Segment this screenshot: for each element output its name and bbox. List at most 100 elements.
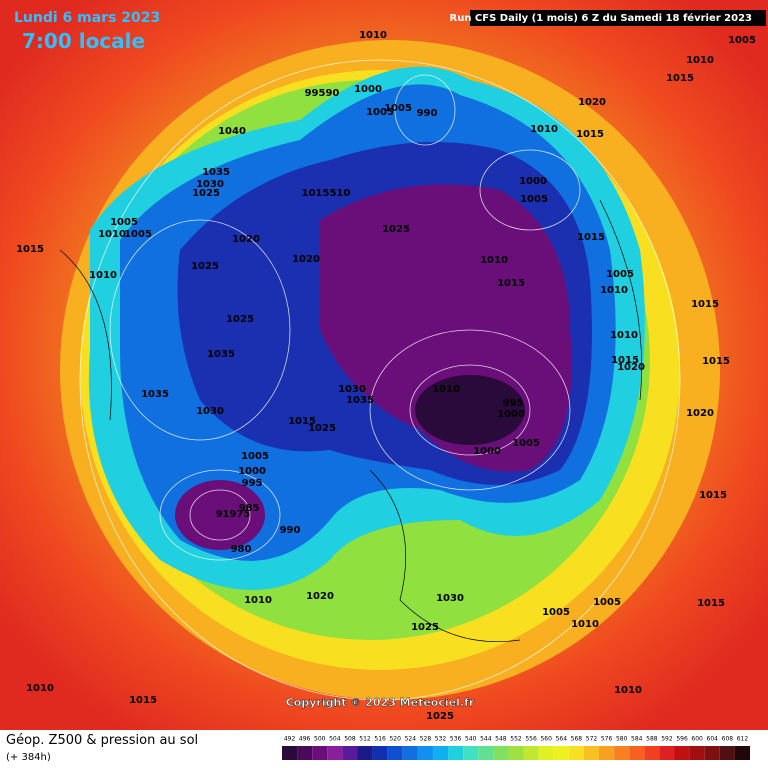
isobar-label: 1000 bbox=[519, 176, 547, 187]
isobar-label: 1035 bbox=[202, 167, 230, 178]
legend-swatch bbox=[644, 746, 660, 760]
legend-swatch bbox=[523, 746, 539, 760]
geopotential-field bbox=[60, 40, 720, 700]
legend-swatch bbox=[478, 746, 494, 760]
legend-tick-label: 568 bbox=[571, 736, 583, 743]
isobar-label: 980 bbox=[231, 544, 252, 555]
legend-swatch bbox=[629, 746, 645, 760]
isobar-label: 1005 bbox=[366, 107, 394, 118]
legend-tick-label: 584 bbox=[631, 736, 643, 743]
legend-tick-label: 496 bbox=[299, 736, 311, 743]
legend-swatch bbox=[704, 746, 720, 760]
isobar-label: 1020 bbox=[686, 408, 714, 419]
legend-tick-label: 532 bbox=[435, 736, 447, 743]
legend-swatch bbox=[448, 746, 464, 760]
isobars bbox=[79, 59, 681, 701]
isobar-label: 1010 bbox=[686, 55, 714, 66]
isobar-label: 1030 bbox=[436, 593, 464, 604]
isobar-label: 1005 bbox=[520, 194, 548, 205]
isobar-label: 990 bbox=[417, 108, 438, 119]
legend-swatch bbox=[402, 746, 418, 760]
isobar-label: 1005 bbox=[110, 217, 138, 228]
legend-tick-label: 600 bbox=[691, 736, 703, 743]
isobar-label: 1020 bbox=[578, 97, 606, 108]
legend-swatch bbox=[583, 746, 600, 760]
legend: 492 496 500 504 508 512 516 520 524 528 532 536 540 5… bbox=[282, 736, 750, 760]
isobar-label: 1035 bbox=[346, 395, 374, 406]
date: Lundi 6 mars 2023 bbox=[14, 10, 160, 26]
isobar-label: 1020 bbox=[617, 362, 645, 373]
legend-swatch bbox=[508, 746, 524, 760]
legend-swatch bbox=[538, 746, 554, 760]
legend-swatch bbox=[659, 746, 675, 760]
legend-swatch bbox=[463, 746, 479, 760]
legend-swatch bbox=[674, 746, 690, 760]
isobar-label: 1015 bbox=[611, 355, 639, 366]
isobar-label: 1020 bbox=[292, 254, 320, 265]
isobar-label: 1015 bbox=[16, 244, 44, 255]
isobar-label: 1015 bbox=[288, 416, 316, 427]
legend-tick-label: 524 bbox=[405, 736, 417, 743]
isobar-label: 995 bbox=[503, 398, 524, 409]
isobar-label: 1010 bbox=[26, 683, 54, 694]
legend-swatch bbox=[342, 746, 358, 760]
legend-swatch bbox=[689, 746, 705, 760]
time: 7:00 locale bbox=[22, 29, 145, 53]
run-box bbox=[470, 10, 766, 26]
legend-tick-label: 528 bbox=[420, 736, 432, 743]
legend-swatch bbox=[387, 746, 403, 760]
isobar-label: 1030 bbox=[196, 406, 224, 417]
legend-swatch bbox=[614, 746, 630, 760]
isobar-label: 1010 bbox=[600, 285, 628, 296]
legend-tick-label: 540 bbox=[465, 736, 477, 743]
isobar-label: 1020 bbox=[306, 591, 334, 602]
isobar-label: 1005 bbox=[728, 35, 756, 46]
isobar-label: 1010 bbox=[571, 619, 599, 630]
isobar-label: 1040 bbox=[218, 126, 246, 137]
isobar-label: 985 bbox=[239, 503, 260, 514]
legend-tick-label: 544 bbox=[480, 736, 492, 743]
isobar-label: 1005 bbox=[124, 229, 152, 240]
footer-title: Géop. Z500 & pression au sol bbox=[6, 733, 198, 748]
legend-tick-label: 580 bbox=[616, 736, 628, 743]
isobar-label: 1010 bbox=[614, 685, 642, 696]
isobar-label: 1015 bbox=[697, 598, 725, 609]
isobar-label: 1025 bbox=[411, 622, 439, 633]
legend-swatch bbox=[432, 746, 449, 760]
isobar-label: 1000 bbox=[238, 466, 266, 477]
isobar-label: 1005 bbox=[241, 451, 269, 462]
isobar-label: 1015 bbox=[129, 695, 157, 706]
legend-tick-label: 516 bbox=[374, 736, 386, 743]
legend-tick-label: 500 bbox=[314, 736, 326, 743]
legend-swatch bbox=[734, 746, 750, 760]
isobar-label: 1025 bbox=[192, 188, 220, 199]
legend-swatch bbox=[357, 746, 373, 760]
isobar-label: 1000 bbox=[497, 409, 525, 420]
isobar-label: 1015 bbox=[577, 232, 605, 243]
isobar-label: 1025 bbox=[191, 261, 219, 272]
legend-tick-label: 588 bbox=[646, 736, 658, 743]
legend-tick-label: 556 bbox=[525, 736, 537, 743]
isobar-label: 1010 bbox=[530, 124, 558, 135]
isobar-label: 1015510 bbox=[302, 188, 351, 199]
isobar-label: 995 bbox=[242, 478, 263, 489]
copyright: Copyright © 2023 Meteociel.fr bbox=[286, 696, 475, 709]
isobar-label: 1025 bbox=[426, 711, 454, 722]
legend-tick-label: 504 bbox=[329, 736, 341, 743]
isobar-label: 1035 bbox=[141, 389, 169, 400]
legend-swatch bbox=[327, 746, 343, 760]
legend-swatch bbox=[312, 746, 328, 760]
legend-tick-label: 604 bbox=[707, 736, 719, 743]
isobar-label: 1010 bbox=[98, 229, 126, 240]
isobar-label: 1005 bbox=[384, 103, 412, 114]
legend-swatch bbox=[372, 746, 388, 760]
legend-tick-label: 608 bbox=[722, 736, 734, 743]
legend-swatch bbox=[719, 746, 735, 760]
isobar-label: 1015 bbox=[576, 129, 604, 140]
legend-tick-label: 536 bbox=[450, 736, 462, 743]
isobar-label: 99590 bbox=[305, 88, 340, 99]
isobar-label: 1005 bbox=[606, 269, 634, 280]
isobar-label: 91975 bbox=[216, 509, 251, 520]
